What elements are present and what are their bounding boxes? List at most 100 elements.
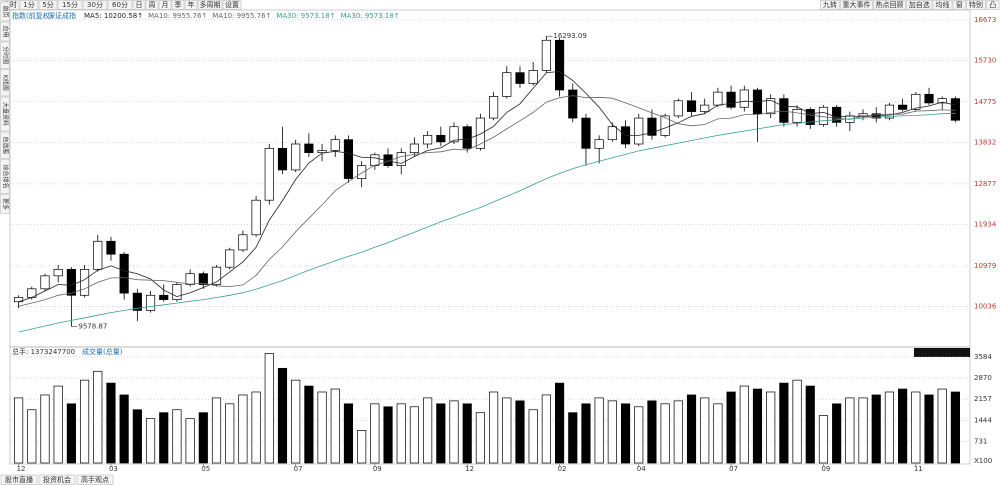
sidebar-label: 更多	[2, 198, 10, 210]
volume-bar	[277, 367, 288, 464]
toolbar-button[interactable]	[57, 0, 83, 10]
volume-bar	[528, 409, 538, 464]
sidebar-label: 大盘资料	[2, 102, 10, 126]
sidebar-label: 分时图	[2, 46, 10, 64]
toolbar-button[interactable]	[82, 0, 108, 10]
toolbar-button[interactable]	[158, 0, 172, 10]
toolbar-button[interactable]	[145, 0, 159, 10]
candle-body	[937, 98, 947, 104]
toolbar-button[interactable]	[38, 0, 58, 10]
volume-bar	[145, 418, 156, 464]
toolbar-label: 15分	[62, 0, 78, 9]
volume-bar	[409, 406, 420, 464]
candle-body	[106, 240, 116, 255]
candle-body	[198, 273, 208, 285]
toolbar-button[interactable]	[820, 0, 840, 10]
toolbar-button[interactable]	[873, 0, 906, 10]
volume-bar	[475, 412, 485, 464]
volume-panel-button[interactable]	[914, 348, 970, 357]
candle-body	[541, 39, 551, 71]
toolbar-button[interactable]	[222, 0, 242, 10]
candle-body	[423, 135, 433, 145]
candle-body	[805, 109, 815, 125]
sidebar-tab[interactable]	[0, 69, 10, 97]
toolbar-button[interactable]	[952, 0, 966, 10]
sidebar-tab[interactable]	[0, 21, 10, 42]
volume-bar	[106, 382, 116, 464]
toolbar-button[interactable]	[171, 0, 185, 10]
toolbar-label: 季	[175, 0, 182, 9]
volume-bar	[79, 379, 90, 464]
toolbar-label: 设置	[225, 0, 239, 9]
candle-body	[700, 104, 710, 112]
volume-bar	[225, 403, 235, 464]
candle-body	[317, 150, 327, 153]
toolbar-button[interactable]	[107, 0, 133, 10]
toolbar-button[interactable]	[132, 0, 146, 10]
volume-bar	[502, 397, 512, 464]
sidebar-tab[interactable]	[0, 159, 10, 194]
volume-bar	[805, 385, 815, 464]
sidebar-tab[interactable]	[0, 1, 10, 22]
candle-body	[884, 104, 895, 119]
volume-bar	[739, 385, 749, 464]
toolbar-label: 分时	[3, 0, 17, 9]
volume-bar	[752, 388, 763, 464]
volume-bar	[660, 403, 670, 464]
candle-body	[119, 253, 129, 294]
candle-body	[818, 106, 829, 125]
candle-body	[185, 273, 195, 285]
toolbar-button[interactable]	[840, 0, 873, 10]
candle-body	[172, 284, 182, 300]
sidebar-tab[interactable]	[0, 131, 10, 159]
x-tick-label: 11	[914, 465, 923, 473]
sidebar-tab[interactable]	[0, 41, 10, 69]
volume-bar	[871, 394, 881, 464]
legend-label: MA10: 9955.76↑	[148, 12, 207, 20]
x-tick-label: 03	[109, 465, 118, 473]
volume-bar	[832, 403, 842, 464]
toolbar-button[interactable]	[932, 0, 953, 10]
volume-panel	[9, 346, 971, 465]
volume-bar	[713, 403, 723, 464]
candle-body	[145, 294, 156, 311]
candle-body	[660, 115, 670, 136]
toolbar-label: 九转	[823, 0, 837, 9]
toolbar-button[interactable]	[986, 0, 1000, 10]
volume-bar	[27, 409, 37, 464]
toolbar-button[interactable]	[966, 0, 986, 10]
volume-bar	[396, 403, 406, 464]
volume-bar	[304, 385, 314, 464]
candle-body	[53, 269, 63, 277]
candle-body	[502, 72, 512, 97]
x-tick-label: 12	[17, 465, 26, 473]
toolbar-button[interactable]	[184, 0, 198, 10]
volume-bar	[568, 412, 578, 464]
legend-label: MA10: 9955.76↑	[212, 12, 271, 20]
annotation-label: 9578.87	[78, 322, 107, 330]
candle-body	[726, 91, 736, 108]
y-tick-label: 11934	[974, 221, 997, 229]
toolbar-button[interactable]	[197, 0, 223, 10]
y-tick-label: 13832	[974, 139, 996, 147]
x-tick-label: 05	[201, 465, 210, 473]
candle-body	[409, 143, 420, 153]
candle-body	[211, 266, 222, 285]
volume-bar	[686, 394, 697, 464]
volume-bar	[634, 406, 644, 464]
toolbar-label: 30分	[87, 0, 103, 9]
sidebar-tab[interactable]	[0, 96, 10, 132]
toolbar-button[interactable]	[906, 0, 933, 10]
candle-body	[79, 269, 90, 296]
volume-bar	[884, 391, 895, 464]
volume-title: 成交量(总量)	[82, 347, 123, 356]
sidebar-tab[interactable]	[0, 194, 10, 214]
toolbar-button[interactable]	[19, 0, 39, 10]
ma-line	[18, 70, 956, 303]
toolbar-label: 60分	[112, 0, 128, 9]
volume-bar	[264, 353, 274, 464]
toolbar-label: 窗	[956, 0, 963, 9]
candle-body	[739, 89, 749, 108]
candle-body	[277, 147, 288, 171]
